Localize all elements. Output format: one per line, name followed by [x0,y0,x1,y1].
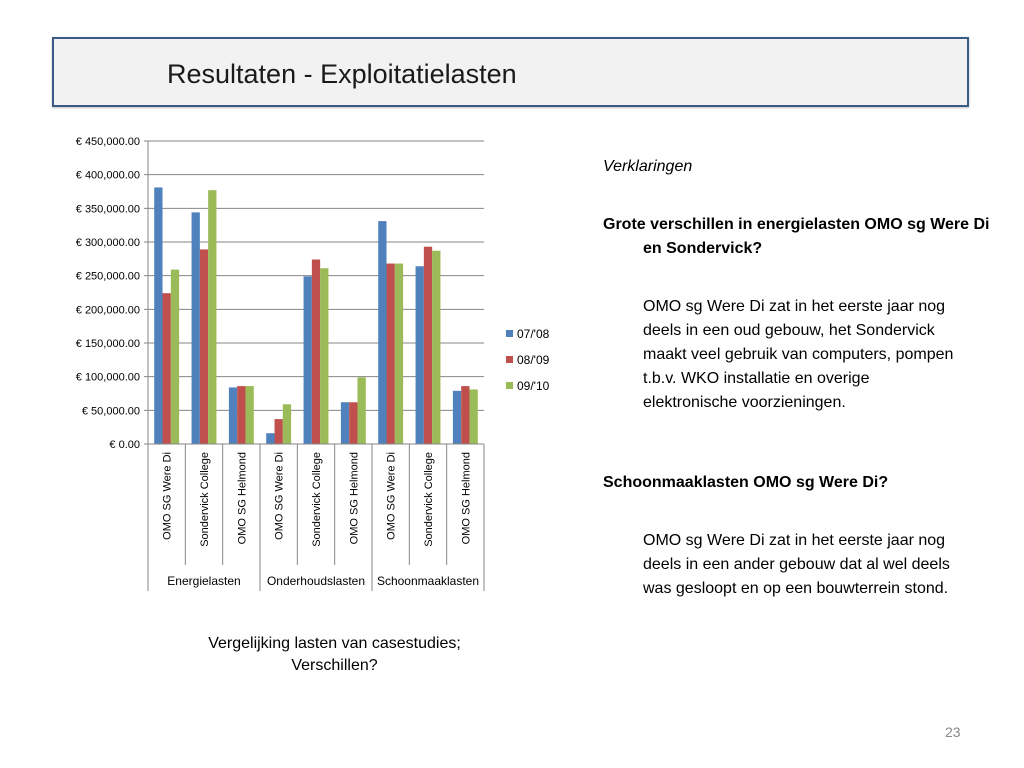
legend-swatch [506,382,513,389]
bar [394,263,404,444]
legend-label: 09/'10 [517,379,550,393]
slide-title: Resultaten - Exploitatielasten [167,59,517,89]
legend-swatch [506,356,513,363]
bar [349,402,358,444]
bar [432,250,441,444]
category-label: Sondervick College [423,452,435,547]
y-tick-label: € 50,000.00 [82,405,140,417]
bar [357,377,366,444]
bar [282,404,292,444]
bar [378,221,387,444]
bar [452,390,462,444]
bar [170,269,180,444]
y-tick-label: € 450,000.00 [76,136,140,148]
bar [303,276,312,444]
legend-swatch [506,330,513,337]
bar [245,386,254,444]
category-label: OMO SG Helmond [460,452,472,544]
y-tick-label: € 150,000.00 [76,338,140,350]
category-label: OMO SG Were Di [274,452,286,540]
group-label: Schoonmaaklasten [377,574,479,588]
page-number: 23 [945,724,961,740]
y-tick-label: € 250,000.00 [76,271,140,283]
bar [191,212,200,444]
y-tick-label: € 350,000.00 [76,203,140,215]
answer-cleaning: OMO sg Were Di zat in het eerste jaar no… [643,532,950,597]
bar [423,246,433,444]
bar [274,419,283,444]
bar [415,266,424,444]
bar [266,433,275,444]
question-energy: Grote verschillen in energielasten OMO s… [603,216,990,257]
category-label: OMO SG Were Di [386,452,398,540]
y-tick-label: € 100,000.00 [76,372,140,384]
category-label: OMO SG Were Di [162,452,174,540]
bar [469,389,478,444]
group-label: Energielasten [167,574,240,588]
y-tick-label: € 400,000.00 [76,170,140,182]
bar [311,259,321,444]
category-label: OMO SG Helmond [348,452,360,544]
chart-caption: Vergelijking lasten van casestudies; Ver… [172,633,497,677]
bar [208,190,217,444]
y-tick-label: € 0.00 [109,439,140,451]
bar [340,402,350,444]
answer-energy: OMO sg Were Di zat in het eerste jaar no… [643,298,954,411]
legend-label: 08/'09 [517,353,550,367]
question-cleaning: Schoonmaaklasten OMO sg Were Di? [603,474,889,491]
bar [237,386,246,444]
y-tick-label: € 200,000.00 [76,304,140,316]
bar [228,387,238,444]
caption-line-2: Verschillen? [291,657,378,674]
explanations-heading: Verklaringen [603,158,693,175]
group-label: Onderhoudslasten [267,574,365,588]
bar [162,293,171,444]
bar [461,386,470,444]
y-tick-label: € 300,000.00 [76,237,140,249]
category-label: Sondervick College [311,452,323,547]
bar [199,249,209,444]
caption-line-1: Vergelijking lasten van casestudies; [208,635,461,652]
title-box: Resultaten - Exploitatielasten [52,37,969,107]
bar [320,268,329,444]
legend-label: 07/'08 [517,327,550,341]
category-label: OMO SG Helmond [236,452,248,544]
bar [386,263,395,444]
category-label: Sondervick College [199,452,211,547]
bar [154,187,163,444]
